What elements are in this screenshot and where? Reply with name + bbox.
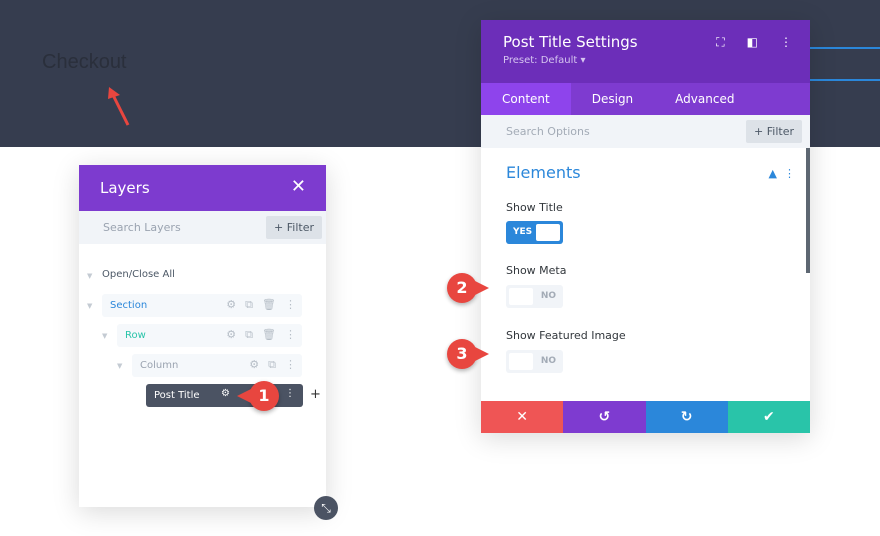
- caret-down-icon[interactable]: ▼: [117, 362, 123, 370]
- layers-title: Layers: [100, 179, 150, 197]
- add-icon[interactable]: +: [310, 387, 321, 402]
- show-title-label: Show Title: [506, 201, 563, 214]
- search-options-input[interactable]: Search Options + Filter: [481, 115, 810, 148]
- caret-down-icon[interactable]: ▼: [87, 272, 93, 280]
- red-arrow-icon: [108, 87, 130, 126]
- layers-header: Layers ✕: [79, 165, 326, 211]
- decorative-line: [810, 47, 880, 49]
- layer-post-title[interactable]: Post Title ⚙ ⋮: [146, 384, 303, 407]
- tab-content[interactable]: Content: [481, 83, 571, 115]
- more-icon[interactable]: ⋮: [285, 388, 295, 399]
- more-icon[interactable]: ⋮: [784, 167, 795, 180]
- layer-row[interactable]: Row ⚙ ⧉ 🗑 ⋮: [117, 324, 302, 347]
- show-meta-toggle[interactable]: NO: [506, 285, 563, 308]
- split-view-icon[interactable]: ◧: [746, 35, 758, 49]
- save-button[interactable]: ✔: [727, 401, 810, 433]
- gear-icon[interactable]: ⚙: [226, 298, 237, 311]
- undo-button[interactable]: ↺: [563, 401, 646, 433]
- duplicate-icon[interactable]: ⧉: [245, 328, 254, 341]
- settings-panel: Post Title Settings Preset: Default ▾ ⛶ ◧…: [481, 20, 810, 433]
- show-featured-image-toggle[interactable]: NO: [506, 350, 563, 373]
- close-icon[interactable]: ✕: [290, 176, 306, 197]
- decorative-line: [810, 79, 880, 81]
- layer-label: Section: [110, 300, 148, 311]
- settings-header: Post Title Settings Preset: Default ▾ ⛶ ◧…: [481, 20, 810, 83]
- toggle-value: YES: [513, 227, 533, 237]
- layer-section[interactable]: Section ⚙ ⧉ 🗑 ⋮: [102, 294, 302, 317]
- step-marker-1: 1: [237, 381, 279, 411]
- duplicate-icon[interactable]: ⧉: [245, 298, 254, 311]
- preset-dropdown[interactable]: Preset: Default ▾: [503, 55, 586, 66]
- gear-icon[interactable]: ⚙: [249, 358, 260, 371]
- settings-title: Post Title Settings: [503, 33, 638, 51]
- tab-advanced[interactable]: Advanced: [675, 92, 735, 106]
- step-marker-2: 2: [447, 273, 489, 303]
- page-title: Checkout: [42, 51, 127, 73]
- toggle-value: NO: [540, 356, 556, 366]
- section-elements-title[interactable]: Elements: [506, 163, 581, 182]
- settings-footer: ✕ ↺ ↻ ✔: [481, 401, 810, 433]
- layer-label: Row: [125, 330, 146, 341]
- layer-column[interactable]: Column ⚙ ⧉ ⋮: [132, 354, 302, 377]
- more-icon[interactable]: ⋮: [285, 298, 296, 311]
- search-placeholder: Search Options: [506, 125, 590, 138]
- search-placeholder: Search Layers: [103, 221, 181, 234]
- chevron-up-icon[interactable]: ▲: [768, 167, 777, 180]
- caret-down-icon[interactable]: ▼: [102, 332, 108, 340]
- step-marker-3: 3: [447, 339, 489, 369]
- more-icon[interactable]: ⋮: [285, 358, 296, 371]
- settings-tabs: Content Design Advanced: [481, 83, 810, 115]
- gear-icon[interactable]: ⚙: [221, 388, 230, 399]
- duplicate-icon[interactable]: ⧉: [268, 358, 276, 371]
- tab-design[interactable]: Design: [591, 92, 634, 106]
- filter-button[interactable]: + Filter: [746, 120, 802, 143]
- discard-button[interactable]: ✕: [481, 401, 564, 433]
- layers-panel: Layers ✕ Search Layers + Filter ▼ Open/C…: [79, 165, 326, 507]
- more-icon[interactable]: ⋮: [285, 328, 296, 341]
- settings-body: Elements ▲ ⋮ Show Title YES Show Meta NO…: [481, 148, 810, 401]
- show-meta-label: Show Meta: [506, 264, 567, 277]
- redo-button[interactable]: ↻: [645, 401, 728, 433]
- filter-button[interactable]: + Filter: [266, 216, 322, 239]
- show-featured-image-label: Show Featured Image: [506, 329, 626, 342]
- show-title-toggle[interactable]: YES: [506, 221, 563, 244]
- resize-handle-icon[interactable]: ⤡: [314, 496, 338, 520]
- toggle-value: NO: [540, 291, 556, 301]
- trash-icon[interactable]: 🗑: [262, 328, 276, 341]
- search-layers-input[interactable]: Search Layers + Filter: [79, 211, 326, 244]
- fullscreen-icon[interactable]: ⛶: [716, 35, 725, 49]
- open-close-all[interactable]: Open/Close All: [102, 269, 175, 280]
- layer-label: Column: [140, 360, 179, 371]
- more-icon[interactable]: ⋮: [780, 35, 792, 49]
- trash-icon[interactable]: 🗑: [262, 298, 276, 311]
- layer-label: Post Title: [154, 390, 200, 401]
- scrollbar[interactable]: [806, 148, 810, 273]
- gear-icon[interactable]: ⚙: [226, 328, 237, 341]
- caret-down-icon[interactable]: ▼: [87, 302, 93, 310]
